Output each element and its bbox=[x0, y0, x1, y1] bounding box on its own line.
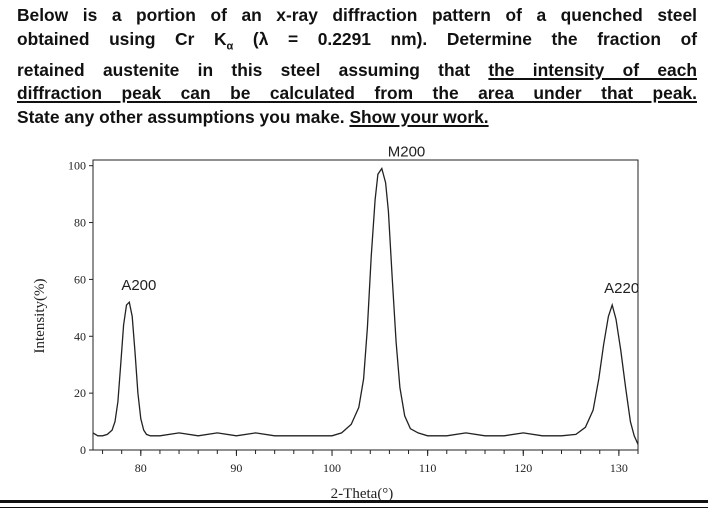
question-line-5: State any other assumptions you make. Sh… bbox=[17, 106, 697, 130]
y-tick-label: 0 bbox=[80, 443, 86, 457]
x-tick-label: 110 bbox=[419, 461, 437, 475]
show-your-work: Show your work. bbox=[349, 106, 489, 127]
x-tick-label: 90 bbox=[230, 461, 242, 475]
x-tick-label: 80 bbox=[135, 461, 147, 475]
y-tick-label: 20 bbox=[74, 386, 86, 400]
x-axis-label: 2-Theta(°) bbox=[331, 486, 394, 502]
x-tick-label: 100 bbox=[323, 461, 341, 475]
question-text: Below is a portion of an x-ray diffracti… bbox=[17, 4, 697, 129]
y-tick-label: 100 bbox=[68, 159, 86, 173]
chart-axes bbox=[92, 159, 639, 451]
y-tick-label: 80 bbox=[74, 216, 86, 230]
divider-thin bbox=[0, 507, 708, 508]
k-alpha-subscript: α bbox=[226, 40, 234, 53]
question-line-2-end: (λ = 0.2291 nm). Determine the fraction … bbox=[233, 28, 698, 49]
peak-label-m200: M200 bbox=[388, 144, 426, 161]
peak-labels: A200 M200 A220 bbox=[121, 144, 639, 297]
question-line-4: diffraction peak can be calculated from … bbox=[17, 82, 697, 106]
question-line-2: obtained using Cr Kα (λ = 0.2291 nm). De… bbox=[17, 28, 697, 59]
y-tick-label: 40 bbox=[74, 329, 86, 343]
x-tick-label: 130 bbox=[610, 461, 628, 475]
y-axis-label: Intensity(%) bbox=[32, 279, 48, 354]
question-line-3-start: retained austenite in this steel assumin… bbox=[17, 59, 489, 80]
x-tick-label: 120 bbox=[514, 461, 532, 475]
question-line-5-start: State any other assumptions you make. bbox=[17, 106, 350, 127]
peak-label-a220: A220 bbox=[604, 280, 639, 297]
plot-frame bbox=[92, 159, 639, 451]
underlined-assumption-start: the intensity of each bbox=[488, 59, 697, 80]
y-tick-label: 60 bbox=[74, 272, 86, 286]
peak-label-a200: A200 bbox=[121, 277, 156, 294]
divider-thick bbox=[0, 500, 708, 503]
question-line-2-start: obtained using Cr K bbox=[17, 28, 227, 49]
diffraction-pattern-line bbox=[92, 166, 639, 445]
chart-ticks bbox=[89, 165, 639, 456]
underlined-assumption-end: diffraction peak can be calculated from … bbox=[17, 83, 697, 104]
chart-tick-labels: 0 20 40 60 80 100 80 90 100 110 120 130 bbox=[68, 159, 628, 475]
question-line-1: Below is a portion of an x-ray diffracti… bbox=[17, 5, 697, 25]
question-line-3: retained austenite in this steel assumin… bbox=[17, 59, 697, 83]
